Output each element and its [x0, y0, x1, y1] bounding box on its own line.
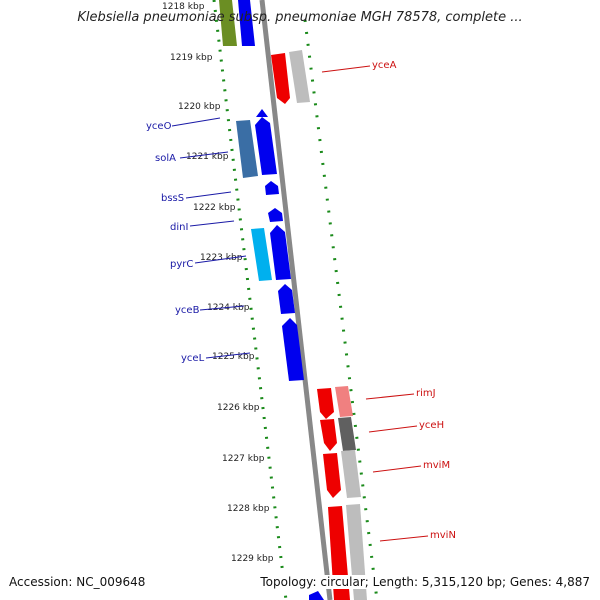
gene-yceL[interactable] [282, 318, 304, 381]
gene-yceH[interactable] [320, 419, 337, 451]
forward-labels: yceO solA bssS dinI pyrC yceB yceL [146, 117, 251, 364]
tick-label: 1221 kbp [186, 152, 229, 162]
leader-line [365, 393, 415, 400]
gene-rimJ[interactable] [317, 388, 334, 419]
tick-label: 1223 kbp [200, 253, 243, 263]
tick-label: 1219 kbp [170, 53, 213, 63]
tick-label: 1229 kbp [231, 554, 274, 564]
label-yceA[interactable]: yceA [372, 60, 397, 71]
tick-label: 1218 kbp [162, 2, 205, 12]
label-yceO[interactable]: yceO [146, 121, 172, 132]
title: Klebsiella pneumoniae subsp. pneumoniae … [77, 10, 523, 25]
tick-label: 1220 kbp [178, 102, 221, 112]
forward-genes [219, 0, 324, 600]
label-bssS[interactable]: bssS [161, 193, 184, 204]
tick-label: 1227 kbp [222, 454, 265, 464]
label-mviM[interactable]: mviM [423, 460, 450, 471]
gene-yceO[interactable] [256, 109, 268, 117]
tick-label: 1228 kbp [227, 504, 270, 514]
gene-yceB[interactable] [278, 284, 295, 314]
gene-yceA[interactable] [271, 53, 290, 104]
gene-solA-cog[interactable] [236, 120, 258, 178]
leader-line [189, 220, 235, 227]
leader-line [179, 151, 229, 159]
tick-label: 1224 kbp [207, 303, 250, 313]
gene-pyrC-cog[interactable] [251, 228, 272, 281]
genome-backbone [259, 0, 333, 600]
label-yceB[interactable]: yceB [175, 305, 200, 316]
leader-line [321, 65, 371, 73]
reverse-genes [271, 50, 367, 600]
leader-line [185, 191, 232, 199]
gene-rimJ-cog[interactable] [335, 386, 353, 417]
gene-yceA-cog[interactable] [289, 50, 310, 103]
gene-pyrC[interactable] [270, 225, 291, 280]
gene-solA[interactable] [255, 117, 277, 175]
gene-mviM[interactable] [323, 453, 341, 498]
gene-yceH-cog[interactable] [338, 417, 356, 451]
tick-track-left [212, 0, 288, 600]
label-yceH[interactable]: yceH [419, 420, 444, 431]
tick-label: 1226 kbp [217, 403, 260, 413]
leader-line [379, 535, 429, 542]
genome-summary-text: Topology: circular; Length: 5,315,120 bp… [260, 575, 590, 589]
leader-line [368, 425, 418, 433]
tick-label: 1222 kbp [193, 203, 236, 213]
label-dinI[interactable]: dinI [170, 222, 188, 233]
label-pyrC[interactable]: pyrC [170, 259, 193, 270]
tick-labels: 1218 kbp 1219 kbp 1220 kbp 1221 kbp 1222… [162, 2, 274, 564]
leader-line [199, 305, 245, 311]
reverse-labels: yceA rimJ yceH mviM mviN [321, 60, 456, 542]
tick-label: 1225 kbp [212, 352, 255, 362]
gene-olive-top[interactable] [219, 0, 237, 46]
gene-bssS[interactable] [265, 181, 279, 195]
leader-line [171, 117, 221, 127]
gene-forward-top[interactable] [238, 0, 255, 46]
label-rimJ[interactable]: rimJ [416, 388, 436, 399]
leader-line [205, 352, 251, 359]
gene-dinI[interactable] [268, 208, 283, 222]
gene-mviM-cog[interactable] [341, 450, 361, 498]
accession-text: Accession: NC_009648 [9, 575, 146, 589]
tick-track-right [303, 19, 379, 600]
leader-line [372, 465, 422, 473]
label-yceL[interactable]: yceL [181, 353, 205, 364]
label-solA[interactable]: solA [155, 153, 176, 164]
gene-forward-bottom[interactable] [309, 591, 324, 600]
label-mviN[interactable]: mviN [430, 530, 456, 541]
leader-line [194, 255, 247, 264]
